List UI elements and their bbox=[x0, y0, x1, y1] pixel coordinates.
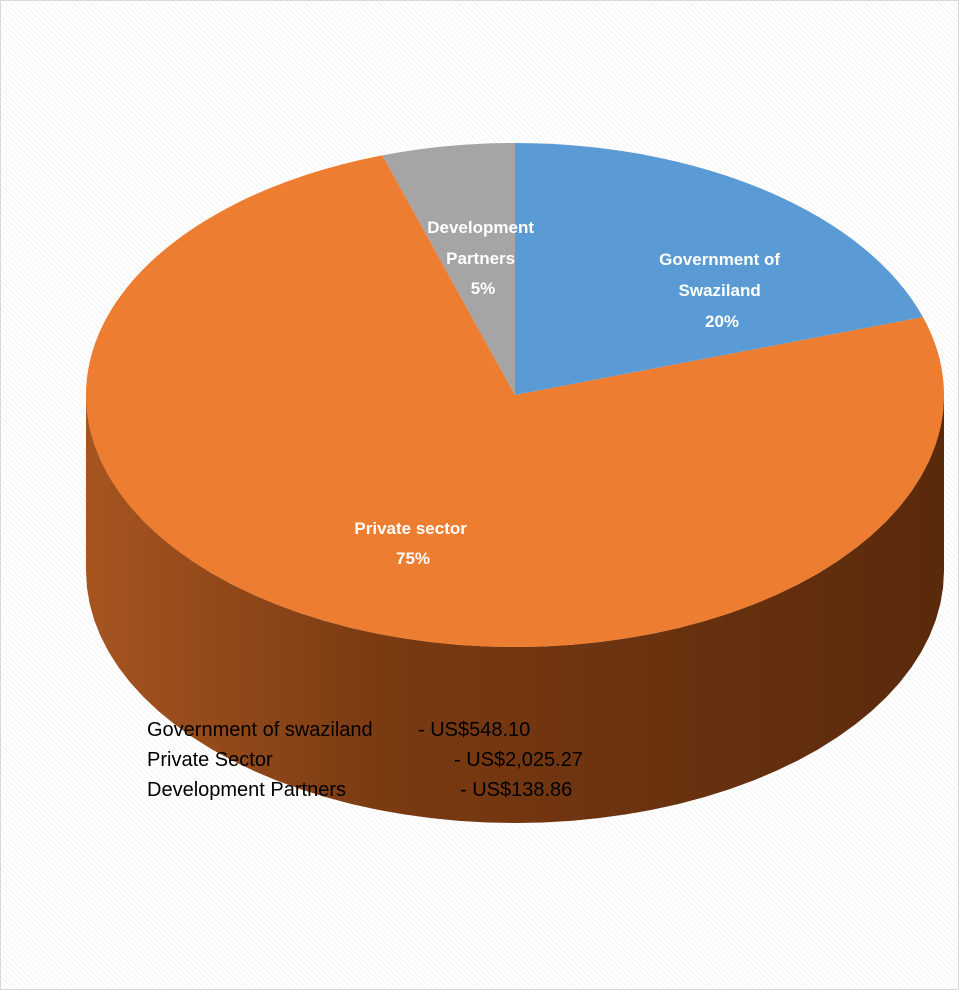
legend-amount: - US$138.86 bbox=[460, 779, 573, 801]
legend-name: Private Sector bbox=[147, 749, 273, 771]
pie-slice bbox=[515, 143, 923, 395]
legend-amount: - US$2,025.27 bbox=[454, 749, 583, 771]
slice-label-government-of-swaziland: Government of Swaziland 20% bbox=[659, 250, 785, 331]
pie-slice bbox=[85, 155, 944, 647]
slice-label-private-sector: Private sector 75% bbox=[354, 519, 471, 568]
pie-data-labels: Development Partners 5% Government of Sw… bbox=[354, 218, 785, 568]
legend-name: Development Partners bbox=[147, 779, 346, 801]
pie-slices bbox=[85, 143, 944, 647]
slice-label-development-partners: Development Partners 5% bbox=[427, 218, 538, 298]
pie-side-wall bbox=[86, 395, 944, 823]
legend-name: Government of swaziland bbox=[147, 719, 373, 741]
pie-slice bbox=[382, 143, 515, 395]
pie-side-walls bbox=[86, 395, 944, 823]
legend-amount: - US$548.10 bbox=[418, 719, 531, 741]
